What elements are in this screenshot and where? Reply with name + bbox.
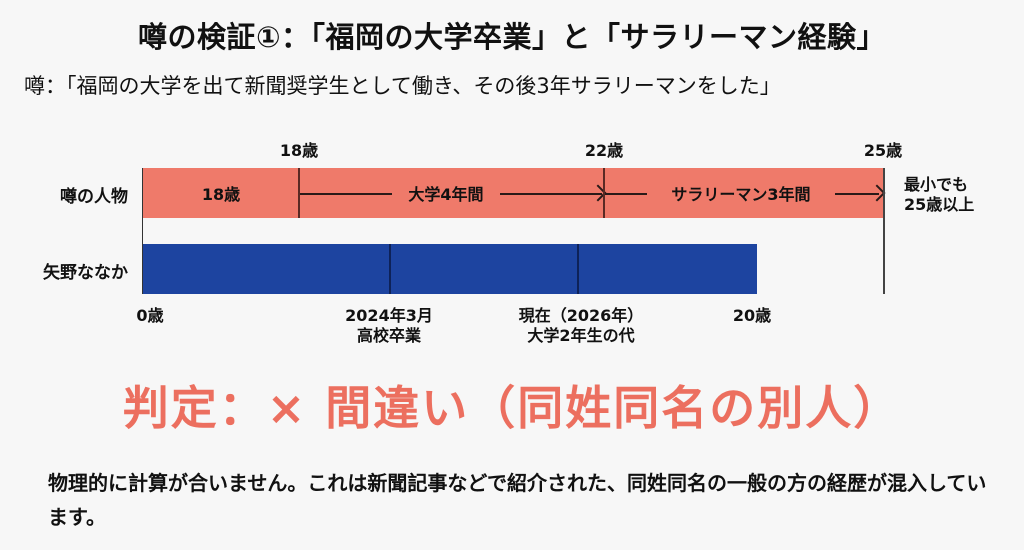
age-25-line (883, 168, 885, 294)
tick-age-20: 20歳 (732, 306, 772, 325)
rumor-statement: 噂：「福岡の大学を出て新聞奨学生として働き、その後3年サラリーマンをした」 (24, 74, 781, 98)
tick-present-label: 大学2年生の代 (527, 326, 635, 345)
minimum-age-note-line1: 最小でも (904, 175, 969, 194)
divider-18 (298, 168, 300, 218)
tick-age-0: 0歳 (136, 306, 164, 325)
tick-graduation-label: 高校卒業 (356, 326, 422, 345)
segment-salaryman: サラリーマン3年間 (671, 185, 811, 204)
actual-bar (143, 244, 757, 294)
row-label-rumor: 噂の人物 (60, 187, 128, 207)
verdict-heading: 判定：× 間違い（同姓同名の別人） (122, 381, 902, 435)
university-arrow-line-left (300, 193, 392, 195)
tick-present-date: 現在（2026年） (518, 306, 644, 325)
tick-18: 18歳 (279, 141, 319, 160)
tick-graduation-date: 2024年3月 (345, 306, 433, 325)
segment-age-18: 18歳 (201, 185, 241, 204)
divider-22 (603, 168, 605, 218)
explanation-text: 物理的に計算が合いません。これは新聞記事などで紹介された、同姓同名の一般の方の経… (48, 471, 987, 529)
divider-graduation (389, 244, 391, 294)
rumor-bar: 18歳 大学4年間 サラリーマン3年間 (143, 168, 886, 218)
row-label-actual: 矢野ななか (43, 263, 128, 283)
tick-22: 22歳 (584, 141, 624, 160)
minimum-age-note: 最小でも 25歳以上 (904, 175, 974, 215)
tick-25: 25歳 (863, 141, 903, 160)
divider-present (577, 244, 579, 294)
tick-present: 現在（2026年） 大学2年生の代 (519, 306, 644, 346)
axis-left-line (142, 168, 143, 294)
salaryman-arrow-line-right (835, 193, 879, 195)
university-arrow-line-right (500, 193, 602, 195)
page-title: 噂の検証①：「福岡の大学卒業」と「サラリーマン経験」 (137, 20, 887, 54)
salaryman-arrow-line-left (605, 193, 647, 195)
minimum-age-note-line2: 25歳以上 (904, 195, 975, 214)
tick-graduation: 2024年3月 高校卒業 (345, 306, 433, 346)
segment-university: 大学4年間 (408, 185, 484, 204)
